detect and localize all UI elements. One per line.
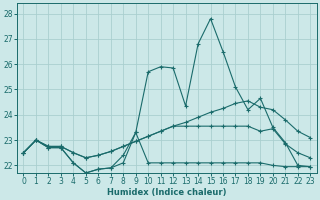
X-axis label: Humidex (Indice chaleur): Humidex (Indice chaleur) <box>107 188 227 197</box>
